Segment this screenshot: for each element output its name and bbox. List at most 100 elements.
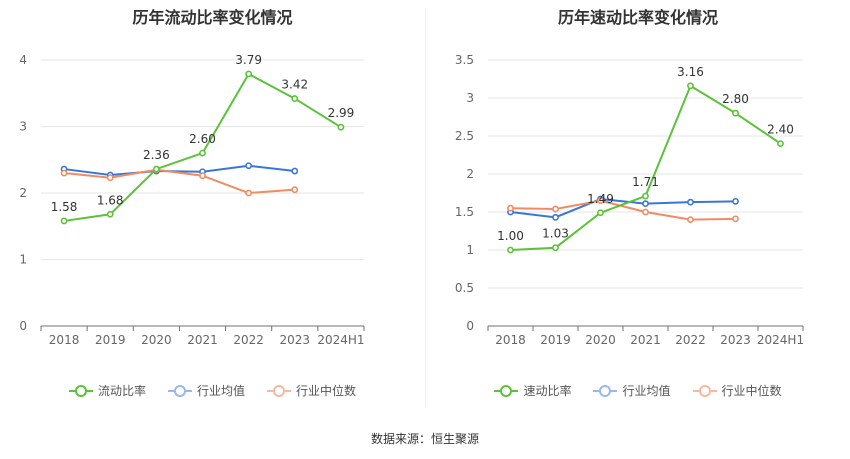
y-tick-label: 0.5 [455,281,474,295]
data-point [642,200,649,208]
quick-ratio-chart-panel: 历年速动比率变化情况 0 0.5 1 1.5 2 2.5 3 3.5 2018 2019 2020 2… [426,0,850,410]
legend-item-quick-ratio[interactable]: 速动比率 [494,382,571,399]
data-point [106,210,114,218]
series-line-industry-median [63,168,295,195]
panel-divider [425,8,426,408]
legend: 速动比率 行业均值 行业中位数 [426,382,850,399]
current-ratio-chart: 0 1 2 3 4 2018 2019 2020 2021 2022 2023 2024H1 1.58 1… [19,53,364,347]
legend-label: 流动比率 [97,384,146,398]
data-label: 1.49 [587,192,614,206]
legend-item-industry-mean[interactable]: 行业均值 [593,382,671,399]
legend-line-icon [593,384,618,397]
x-tick-label: 2022 [675,333,706,347]
data-point [777,140,784,147]
data-point [60,169,68,177]
series-line-industry-mean [510,198,736,219]
data-point [552,244,559,252]
legend-label: 行业中位数 [721,384,782,398]
x-tick-label: 2021 [187,333,218,347]
series-line-industry-median [510,199,736,221]
data-point [552,213,559,221]
data-point [552,205,559,213]
data-point [507,246,514,254]
data-point [291,95,299,102]
data-label: 1.71 [632,175,659,189]
y-tick-label: 2.5 [455,129,474,143]
quick-ratio-chart: 0 0.5 1 1.5 2 2.5 3 3.5 2018 2019 2020 2021 2022 2023… [455,53,804,347]
data-point [732,197,739,205]
x-tick-label: 2024H1 [317,333,364,347]
data-point [642,192,649,200]
y-tick-label: 0 [19,319,27,333]
x-tick-label: 2020 [585,333,616,347]
x-tick-label: 2019 [95,333,126,347]
data-point [687,198,694,206]
series-line-industry-mean [63,164,295,177]
y-tick-label: 1 [466,243,474,257]
y-tick-label: 3.5 [455,53,474,67]
legend-item-current-ratio[interactable]: 流动比率 [68,382,146,399]
x-tick-label: 2024H1 [757,333,804,347]
data-point [152,165,160,173]
legend-label: 行业中位数 [296,384,357,398]
data-label: 2.60 [189,132,216,146]
data-point [732,109,739,117]
data-point [291,167,299,175]
y-tick-label: 1 [19,253,27,267]
y-tick-label: 1.5 [455,205,474,219]
legend-line-icon [68,384,93,397]
x-tick-label: 2018 [49,333,80,347]
series-line-primary [510,84,782,251]
data-label: 1.58 [51,200,78,214]
data-point [106,174,114,182]
data-label: 1.03 [542,227,569,241]
legend-label: 速动比率 [523,384,572,398]
legend-line-icon [494,384,519,397]
x-tick-label: 2023 [280,333,311,347]
data-label: 2.36 [143,148,170,162]
data-point [687,216,694,223]
data-label: 3.16 [677,65,704,79]
chart-title: 历年流动比率变化情况 [132,8,293,27]
legend-item-industry-median[interactable]: 行业中位数 [267,382,356,399]
data-label: 3.42 [281,78,308,92]
data-point [245,70,253,78]
data-point [199,149,206,157]
legend-line-icon [267,384,291,397]
legend: 流动比率 行业均值 行业中位数 [0,382,425,399]
legend-label: 行业均值 [196,384,245,398]
x-tick-label: 2018 [495,333,526,347]
data-label: 3.79 [235,53,262,67]
legend-label: 行业均值 [622,384,671,398]
data-label: 1.68 [97,193,124,207]
data-source-note: 数据来源：恒生聚源 [370,432,479,446]
y-tick-label: 3 [466,91,474,105]
data-point [60,217,68,225]
y-tick-label: 3 [19,120,27,134]
data-label: 2.99 [328,106,355,120]
x-tick-label: 2022 [233,333,264,347]
data-point [245,162,253,170]
data-point [245,189,253,197]
legend-item-industry-mean[interactable]: 行业均值 [167,382,245,399]
data-point [597,197,604,204]
legend-line-icon [167,384,192,397]
legend-line-icon [692,384,717,397]
data-point [732,215,739,223]
y-tick-label: 2 [466,167,474,181]
data-label: 1.00 [497,229,524,243]
y-tick-label: 4 [19,53,27,67]
data-point [291,186,299,194]
data-point [687,82,694,90]
chart-title: 历年速动比率变化情况 [557,8,718,27]
data-point [199,172,206,180]
data-point [337,123,345,131]
x-tick-label: 2021 [630,333,661,347]
y-tick-label: 2 [19,186,27,200]
x-tick-label: 2020 [141,333,172,347]
x-tick-label: 2019 [540,333,571,347]
data-point [642,208,649,216]
data-label: 2.40 [767,123,794,137]
legend-item-industry-median[interactable]: 行业中位数 [692,382,782,399]
data-point [597,209,604,217]
